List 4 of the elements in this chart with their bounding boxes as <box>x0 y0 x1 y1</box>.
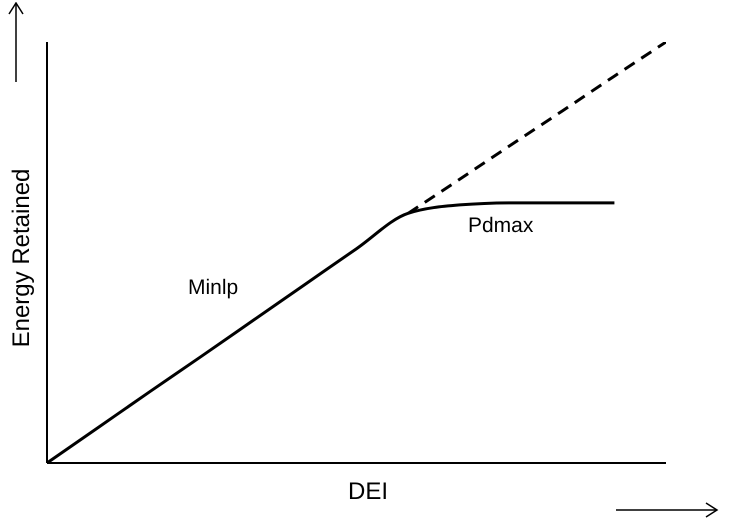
y-axis-title: Energy Retained <box>8 168 36 348</box>
annotation: Pdmax <box>468 214 534 238</box>
annotation: Minlp <box>188 276 238 300</box>
x-axis-title: DEI <box>346 478 389 506</box>
